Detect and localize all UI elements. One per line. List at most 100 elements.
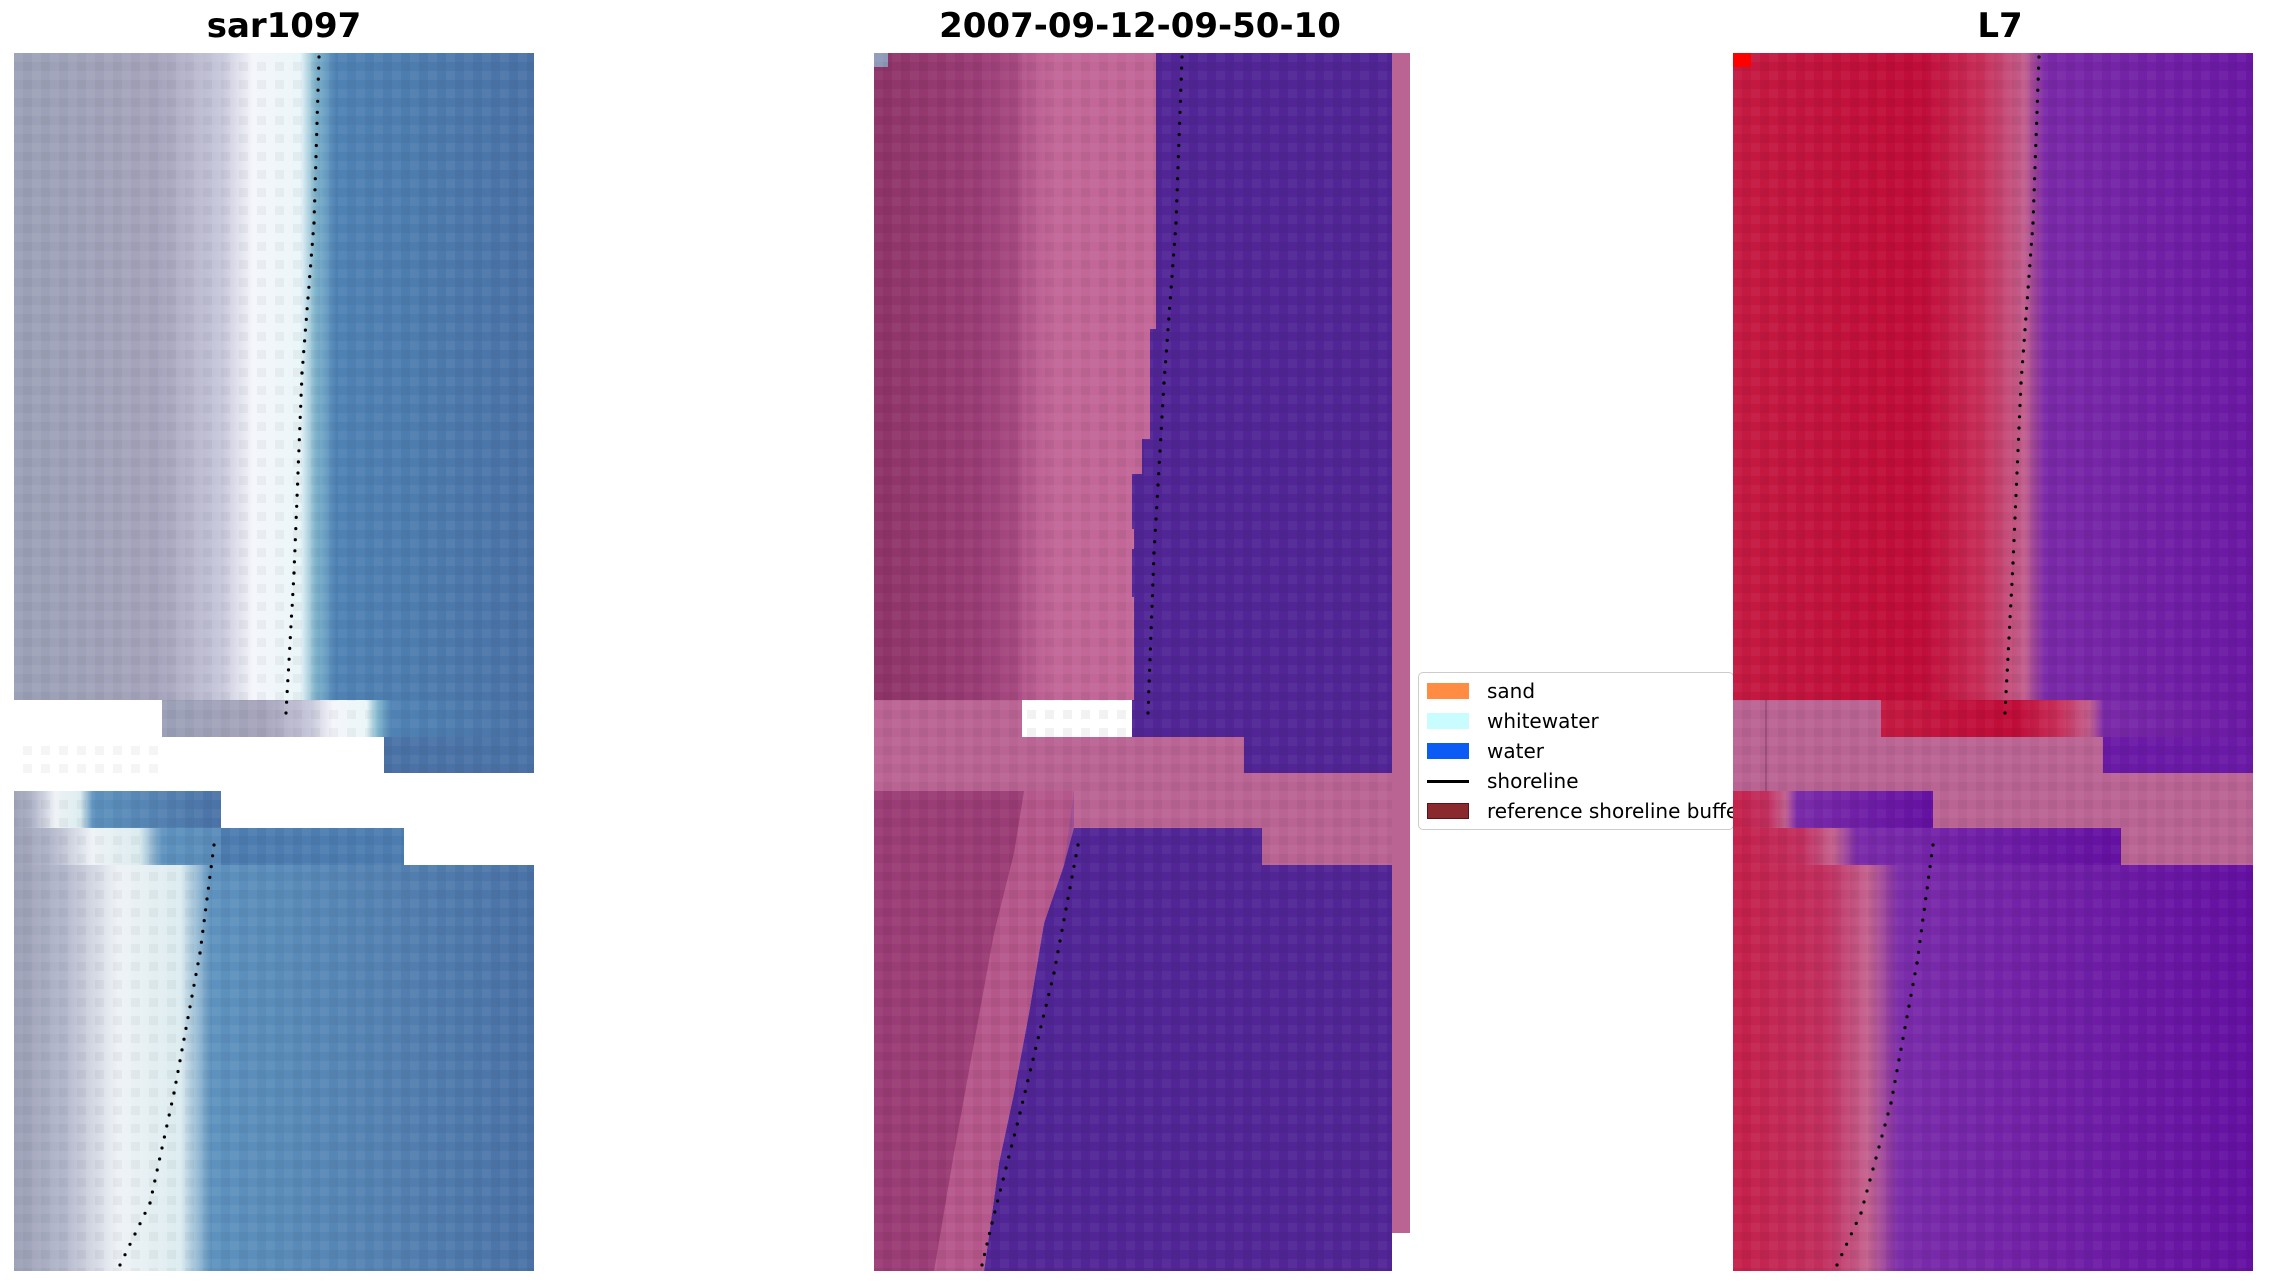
shoreline-dot: [1916, 950, 1921, 954]
shoreline-dot: [315, 121, 319, 125]
shoreline-dot: [1152, 551, 1156, 555]
shoreline-dot: [295, 493, 299, 497]
shoreline-dots-rgb: [118, 55, 321, 1267]
shoreline-dot: [304, 317, 308, 321]
shoreline-dot: [287, 657, 291, 661]
shoreline-dot: [2029, 253, 2033, 257]
shoreline-dot: [1172, 253, 1176, 257]
shoreline-dot: [1153, 540, 1157, 544]
shoreline-dot: [1180, 55, 1184, 59]
shoreline-dot: [290, 603, 294, 607]
shoreline-dot: [306, 296, 310, 300]
shoreline-dot: [1001, 1177, 1005, 1181]
shoreline-dot: [980, 1263, 984, 1267]
shoreline-dot: [1176, 166, 1180, 170]
shoreline-dot: [2016, 437, 2021, 441]
shoreline-dot: [303, 339, 307, 343]
shoreline-dot: [1151, 572, 1155, 576]
shoreline-dots-ndwi: [1835, 55, 2041, 1267]
shoreline-dot: [190, 994, 194, 998]
shoreline-dot: [1883, 1123, 1887, 1127]
shoreline-dot: [172, 1091, 176, 1095]
shoreline-dot: [1155, 506, 1159, 510]
shoreline-dot: [1068, 886, 1072, 890]
legend-item-shoreline: shoreline: [1427, 769, 1579, 793]
shoreline-dot: [314, 166, 318, 170]
ndwi-image: [1733, 53, 2253, 1271]
shoreline-dot: [1148, 668, 1152, 672]
shoreline-dot: [1076, 843, 1080, 847]
shoreline-dot: [1161, 404, 1165, 408]
shoreline-dot: [1023, 1089, 1027, 1094]
panel-title-rgb: sar1097: [206, 6, 362, 46]
legend-line-shoreline: [1427, 779, 1469, 783]
shoreline-dot: [1010, 1144, 1014, 1148]
shoreline-dot: [294, 515, 298, 519]
shoreline-dot: [143, 1211, 147, 1215]
shoreline-dot: [2005, 668, 2009, 672]
shoreline-dot: [288, 646, 292, 651]
shoreline-dot: [1179, 77, 1183, 81]
shoreline-dot: [2013, 516, 2017, 520]
shoreline-dot: [194, 972, 198, 977]
shoreline-dot: [2037, 55, 2041, 59]
shoreline-dot: [2026, 285, 2030, 289]
shoreline-dot: [2033, 177, 2037, 181]
legend-label-reference-buffer: reference shoreline buffer: [1487, 799, 1734, 823]
shoreline-dot: [1034, 1046, 1038, 1050]
shoreline-dot: [170, 1102, 174, 1106]
shoreline-dot: [1849, 1232, 1853, 1236]
shoreline-dot: [128, 1242, 132, 1246]
shoreline-dot: [302, 350, 306, 354]
shoreline-dot: [2029, 242, 2033, 246]
shoreline-dot: [2009, 593, 2013, 597]
shoreline-dot: [1070, 875, 1074, 879]
shoreline-dot: [2017, 415, 2022, 419]
shoreline-dot: [2008, 615, 2012, 619]
shoreline-dot: [1152, 562, 1156, 566]
shoreline-dot: [315, 132, 319, 137]
shoreline-dot: [1907, 1004, 1911, 1008]
shoreline-dot: [305, 307, 309, 311]
shoreline-dot: [299, 404, 303, 408]
shoreline-dot: [1153, 528, 1157, 532]
shoreline-dot: [313, 199, 317, 203]
shoreline-dot: [1931, 843, 1935, 847]
rgb-image: [14, 53, 534, 1271]
shoreline-dot: [1840, 1253, 1844, 1257]
shoreline-dot: [2028, 264, 2032, 268]
shoreline-dot: [150, 1190, 154, 1194]
shoreline-dot: [199, 940, 203, 944]
shoreline-dot: [289, 625, 293, 629]
shoreline-dot: [2020, 370, 2024, 374]
shoreline-dot: [1064, 907, 1068, 911]
shoreline-dot: [2005, 679, 2009, 683]
shoreline-dot: [1158, 449, 1162, 453]
shoreline-dot: [1921, 918, 1925, 922]
shoreline-dot: [1054, 960, 1058, 964]
shoreline-dot: [295, 504, 299, 508]
shoreline-dot: [300, 382, 304, 386]
shoreline-dot: [2030, 232, 2034, 236]
shoreline-dot: [292, 571, 296, 575]
shoreline-dot: [1167, 317, 1171, 321]
shoreline-dot: [2007, 636, 2011, 640]
shoreline-dot: [2036, 77, 2040, 81]
shoreline-dot: [211, 854, 215, 858]
shoreline-dot: [1044, 1003, 1048, 1007]
shoreline-dot: [312, 221, 316, 225]
shoreline-dot: [285, 700, 289, 704]
shoreline-dot: [298, 415, 302, 419]
shoreline-dot: [1147, 690, 1151, 694]
shoreline-dot: [2027, 274, 2031, 278]
legend-item-whitewater: whitewater: [1427, 709, 1599, 733]
shoreline-dot: [2012, 538, 2016, 543]
shoreline-dot: [2012, 527, 2017, 531]
shoreline-dot: [2025, 296, 2029, 300]
shoreline-dot: [293, 538, 297, 542]
shoreline-dot: [1165, 338, 1169, 342]
shoreline-dot: [1028, 1068, 1033, 1072]
shoreline-dot: [1147, 679, 1151, 683]
shoreline-dot: [1865, 1189, 1869, 1193]
shoreline-dot: [1021, 1100, 1025, 1104]
